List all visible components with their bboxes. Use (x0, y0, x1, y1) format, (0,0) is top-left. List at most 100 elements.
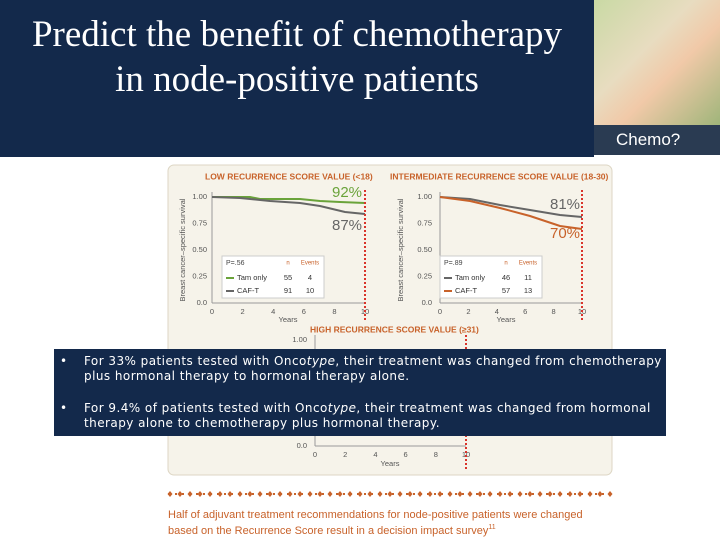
legend-events: 4 (308, 273, 312, 282)
footer-line: based on the Recurrence Score result in … (168, 524, 496, 537)
footer-line: Half of adjuvant treatment recommendatio… (168, 509, 583, 521)
survival-curve (212, 196, 366, 204)
divider-diamond (367, 491, 373, 497)
x-tick-label: 6 (302, 307, 306, 316)
divider-diamond (457, 491, 463, 497)
divider-diamond (247, 491, 253, 497)
legend-events: 11 (524, 273, 532, 282)
bullet-text: , their treatment was changed from chemo… (84, 354, 662, 383)
footer-text: based on the Recurrence Score result in … (168, 525, 489, 537)
y-axis-label: Breast cancer–specific survival (396, 198, 405, 301)
survival-annotation: 87% (332, 217, 362, 234)
y-tick-label: 0.50 (192, 245, 207, 254)
x-tick-label: 4 (495, 307, 499, 316)
x-tick-label: 2 (241, 307, 245, 316)
survival-annotation: 81% (550, 196, 580, 213)
x-tick-label: 8 (332, 307, 336, 316)
title-box: Predict the benefit of chemotherapy in n… (0, 0, 594, 157)
divider-diamond (387, 491, 393, 497)
x-tick-label: 2 (466, 307, 470, 316)
legend-label: Tam only (455, 273, 485, 282)
title-line: Predict the benefit of chemotherapy (31, 14, 563, 55)
survival-curve (439, 196, 583, 230)
divider-diamond (427, 491, 433, 497)
legend-n: 46 (502, 273, 510, 282)
legend-events: 10 (306, 286, 314, 295)
divider-diamond (577, 491, 583, 497)
divider-diamond (447, 491, 453, 497)
x-tick-label: 2 (343, 450, 347, 459)
y-tick-label: 0.75 (192, 218, 207, 227)
y-tick-label: 0.0 (297, 441, 307, 450)
x-tick-label: 6 (404, 450, 408, 459)
photo (594, 0, 720, 125)
legend-n: 57 (502, 286, 510, 295)
y-tick-label: 1.00 (192, 192, 207, 201)
bullet-text: For 9.4% of patients tested with Onco (84, 401, 328, 415)
divider-diamond (207, 491, 213, 497)
divider-diamond (557, 491, 563, 497)
x-tick-label: 8 (552, 307, 556, 316)
divider-diamond (317, 491, 323, 497)
divider-diamond (437, 491, 443, 497)
panel-title: INTERMEDIATE RECURRENCE SCORE VALUE (18-… (390, 171, 609, 181)
legend-label: CAF-T (237, 286, 259, 295)
y-tick-label: 1.00 (292, 335, 307, 344)
divider-diamond (287, 491, 293, 497)
divider-diamond (607, 491, 613, 497)
divider-diamond (187, 491, 193, 497)
divider-diamond (567, 491, 573, 497)
x-tick-label: 0 (210, 307, 214, 316)
bullet-dot: • (60, 354, 68, 368)
x-axis-label: Years (381, 459, 400, 468)
divider-diamond (277, 491, 283, 497)
legend-box (221, 255, 325, 299)
y-tick-label: 0.25 (192, 271, 207, 280)
legend-box (439, 255, 543, 299)
divider-diamond (327, 491, 333, 497)
legend-events: 13 (524, 286, 532, 295)
legend-label: CAF-T (455, 286, 477, 295)
x-axis-label: Years (279, 315, 298, 324)
y-axis-label: Breast cancer–specific survival (178, 198, 187, 301)
divider-diamond (347, 491, 353, 497)
panel-title: HIGH RECURRENCE SCORE VALUE (≥31) (310, 324, 479, 334)
legend-header: Events (301, 261, 319, 267)
y-tick-label: 0.0 (422, 298, 432, 307)
y-tick-label: 0.75 (417, 218, 432, 227)
bullet-dot: • (60, 401, 68, 415)
divider-diamond (397, 491, 403, 497)
divider-diamond (337, 491, 343, 497)
x-tick-label: 10 (462, 450, 470, 459)
divider-diamond (217, 491, 223, 497)
legend-label: Tam only (237, 273, 267, 282)
legend-header: n (286, 261, 289, 267)
divider-diamond (547, 491, 553, 497)
survival-curve (211, 196, 366, 215)
x-tick-label: 0 (438, 307, 442, 316)
y-tick-label: 0.0 (197, 298, 207, 307)
divider-diamond (267, 491, 273, 497)
legend-header: n (504, 261, 507, 267)
survival-curve (439, 196, 583, 218)
divider-diamond (527, 491, 533, 497)
x-axis-label: Years (497, 315, 516, 324)
x-tick-label: 0 (313, 450, 317, 459)
legend-n: 91 (284, 286, 292, 295)
y-tick-label: 0.25 (417, 271, 432, 280)
divider-diamond (227, 491, 233, 497)
divider-diamond (477, 491, 483, 497)
bullet-box: • For 33% patients tested with Oncotype, … (54, 349, 666, 436)
divider-diamond (487, 491, 493, 497)
divider-diamond (197, 491, 203, 497)
divider-diamond (467, 491, 473, 497)
legend-n: 55 (284, 273, 292, 282)
survival-annotation: 92% (332, 184, 362, 201)
y-tick-label: 0.50 (417, 245, 432, 254)
divider-diamond (177, 491, 183, 497)
x-tick-label: 4 (271, 307, 275, 316)
title-line: in node-positive patients (115, 59, 479, 100)
photo-caption: Chemo? (594, 125, 720, 155)
